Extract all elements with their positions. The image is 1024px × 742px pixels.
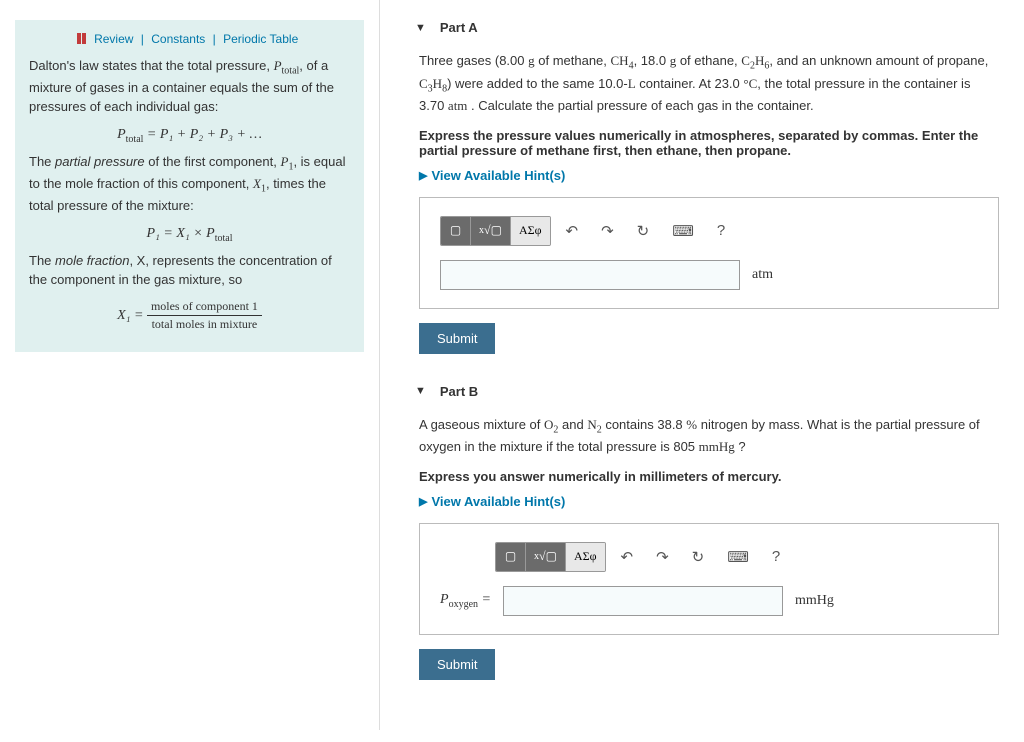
caret-down-icon[interactable]: ▼: [415, 385, 426, 397]
part-b-answer-input[interactable]: [503, 586, 783, 616]
keyboard-icon[interactable]: ⌨: [719, 544, 757, 570]
part-b-toolbar: ▢ x√▢ ΑΣφ ↶ ↷ ↻ ⌨ ?: [495, 542, 978, 572]
part-b-unit: mmHg: [795, 593, 834, 609]
template-button[interactable]: ▢: [441, 217, 471, 245]
part-a: ▼ Part A Three gases (8.00 g of methane,…: [415, 20, 999, 354]
right-panel: ▼ Part A Three gases (8.00 g of methane,…: [380, 0, 1024, 730]
review-link[interactable]: Review: [94, 32, 133, 46]
part-b-title: Part B: [440, 384, 478, 399]
part-b-hints-toggle[interactable]: ▶ View Available Hint(s): [419, 494, 999, 509]
hints-label: View Available Hint(s): [431, 494, 565, 509]
redo-icon[interactable]: ↷: [593, 218, 622, 244]
part-b-answer-box: ▢ x√▢ ΑΣφ ↶ ↷ ↻ ⌨ ? Poxygen =: [419, 523, 999, 635]
sqrt-button[interactable]: x√▢: [471, 217, 511, 245]
hints-label: View Available Hint(s): [431, 168, 565, 183]
undo-icon[interactable]: ↶: [613, 544, 642, 570]
part-b-header[interactable]: ▼ Part B: [415, 384, 999, 399]
greek-button[interactable]: ΑΣφ: [511, 217, 550, 245]
intro-text: Dalton's law states that the total press…: [29, 58, 274, 73]
part-a-instruction: Express the pressure values numerically …: [419, 128, 999, 158]
greek-button[interactable]: ΑΣφ: [566, 543, 605, 571]
keyboard-icon[interactable]: ⌨: [664, 218, 702, 244]
redo-icon[interactable]: ↷: [648, 544, 677, 570]
reset-icon[interactable]: ↻: [684, 544, 713, 570]
constants-link[interactable]: Constants: [151, 32, 205, 46]
part-a-submit-button[interactable]: Submit: [419, 323, 495, 354]
info-header: Review | Constants | Periodic Table: [29, 32, 350, 47]
help-icon[interactable]: ?: [709, 218, 733, 243]
part-a-answer-input[interactable]: [440, 260, 740, 290]
part-a-hints-toggle[interactable]: ▶ View Available Hint(s): [419, 168, 999, 183]
triangle-right-icon: ▶: [419, 169, 427, 182]
undo-icon[interactable]: ↶: [558, 218, 587, 244]
formula-p1: P₁ = X₁ × Ptotal: [29, 224, 350, 246]
review-bars-icon: [77, 33, 87, 47]
info-box: Review | Constants | Periodic Table Dalt…: [15, 20, 364, 352]
part-b-submit-button[interactable]: Submit: [419, 649, 495, 680]
part-b-question: A gaseous mixture of O2 and N2 contains …: [419, 415, 999, 457]
part-a-title: Part A: [440, 20, 478, 35]
part-a-unit: atm: [752, 267, 773, 283]
reset-icon[interactable]: ↻: [629, 218, 658, 244]
part-a-toolbar: ▢ x√▢ ΑΣφ ↶ ↷ ↻ ⌨ ?: [440, 216, 978, 246]
part-a-answer-box: ▢ x√▢ ΑΣφ ↶ ↷ ↻ ⌨ ? atm: [419, 197, 999, 309]
left-panel: Review | Constants | Periodic Table Dalt…: [0, 0, 380, 730]
caret-down-icon[interactable]: ▼: [415, 22, 426, 34]
periodic-table-link[interactable]: Periodic Table: [223, 32, 298, 46]
part-a-question: Three gases (8.00 g of methane, CH4, 18.…: [419, 51, 999, 116]
part-b-instruction: Express you answer numerically in millim…: [419, 469, 999, 484]
page-container: Review | Constants | Periodic Table Dalt…: [0, 0, 1024, 730]
triangle-right-icon: ▶: [419, 495, 427, 508]
part-b: ▼ Part B A gaseous mixture of O2 and N2 …: [415, 384, 999, 680]
part-a-header[interactable]: ▼ Part A: [415, 20, 999, 35]
formula-ptotal: Ptotal = P₁ + P₂ + P₃ + …: [29, 125, 350, 147]
part-b-prefix: Poxygen =: [440, 592, 491, 610]
help-icon[interactable]: ?: [764, 544, 788, 569]
theory-text: Dalton's law states that the total press…: [29, 57, 350, 334]
formula-x1: X₁ = moles of component 1 total moles in…: [29, 298, 350, 334]
sqrt-button[interactable]: x√▢: [526, 543, 566, 571]
template-button[interactable]: ▢: [496, 543, 526, 571]
